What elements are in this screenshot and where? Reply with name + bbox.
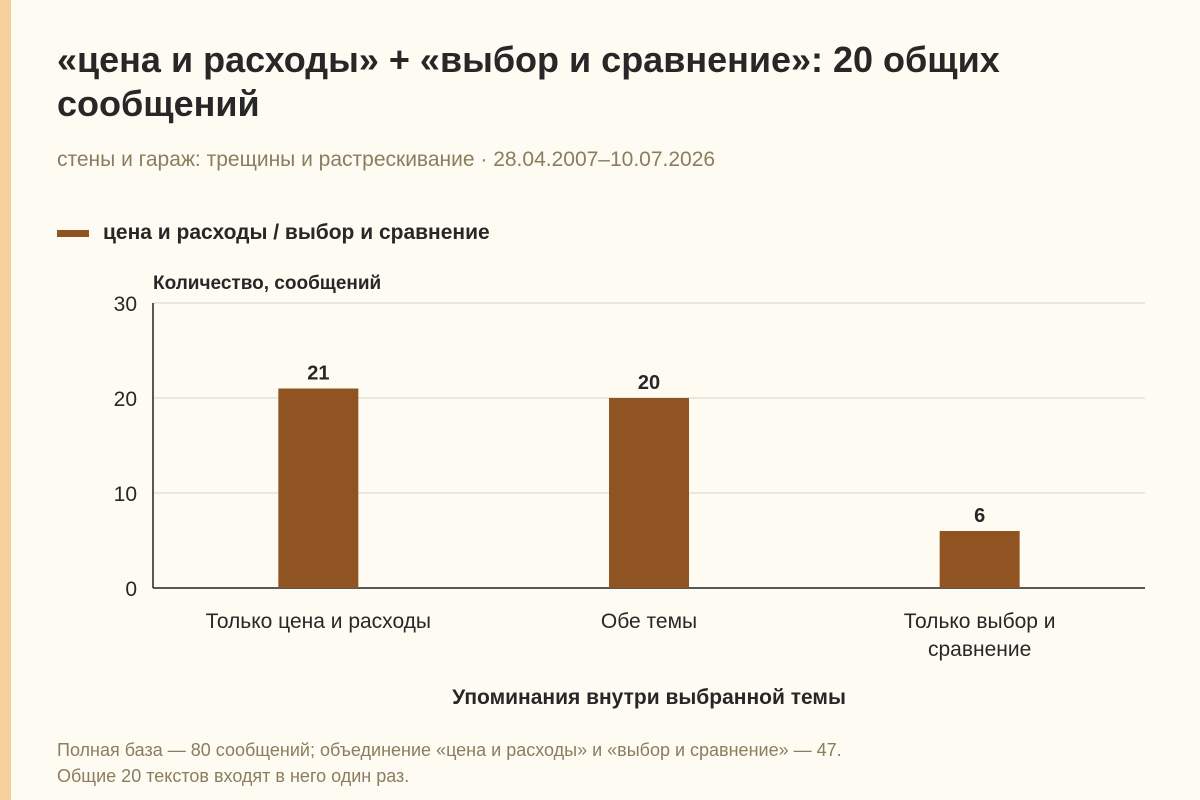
x-tick-label: Только выбор и сравнение — [904, 610, 1056, 661]
bar-data-label: 20 — [638, 372, 660, 394]
legend: цена и расходы / выбор и сравнение — [57, 219, 490, 247]
bar — [609, 398, 689, 588]
x-axis-label: Упоминания внутри выбранной темы — [452, 686, 846, 709]
x-tick-label: Обе темы — [601, 610, 697, 633]
bar — [939, 531, 1020, 588]
footnote-line-2: Общие 20 текстов входят в него один раз. — [57, 766, 410, 786]
chart-title: «цена и расходы» + «выбор и сравнение»: … — [57, 39, 1000, 124]
accent-stripe — [0, 0, 11, 800]
y-tick-label: 0 — [125, 578, 137, 601]
y-tick-label: 20 — [114, 388, 137, 411]
bar-data-label: 21 — [307, 363, 329, 385]
x-tick-label: Только цена и расходы — [206, 610, 431, 633]
y-axis-label: Количество, сообщений — [153, 273, 382, 294]
footnote-line-1: Полная база — 80 сообщений; объединение … — [57, 740, 842, 760]
footnote: Полная база — 80 сообщений; объединение … — [57, 737, 842, 789]
y-tick-label: 10 — [114, 483, 137, 506]
bar-data-label: 6 — [974, 505, 985, 527]
chart-subtitle: стены и гараж: трещины и растрескивание … — [57, 148, 716, 171]
legend-label: цена и расходы / выбор и сравнение — [103, 221, 490, 244]
y-tick-label: 30 — [114, 293, 137, 316]
bar — [278, 388, 359, 588]
legend-swatch — [57, 229, 89, 237]
